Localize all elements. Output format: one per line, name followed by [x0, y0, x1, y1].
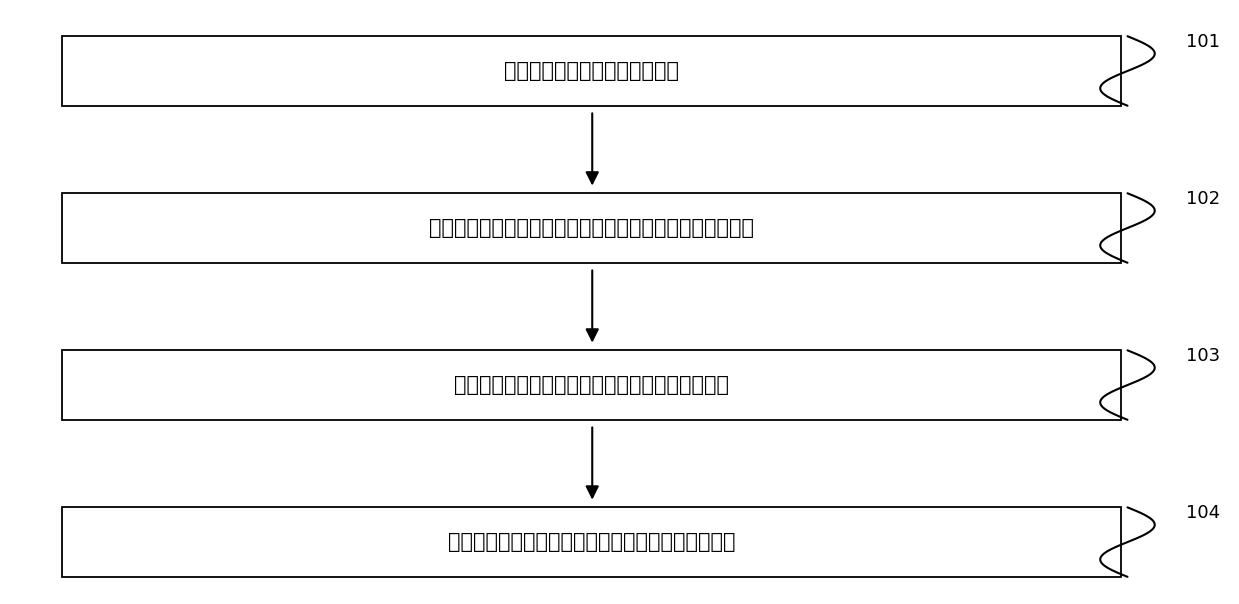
Text: 获取待分析的核磁共振回波数据: 获取待分析的核磁共振回波数据 — [504, 61, 679, 81]
Text: 101: 101 — [1186, 33, 1219, 51]
Text: 102: 102 — [1186, 190, 1220, 208]
Bar — [62, 507, 1121, 577]
Text: 利用所述压缩矩阵对所述核磁共振回波数据进行压缩: 利用所述压缩矩阵对所述核磁共振回波数据进行压缩 — [447, 532, 736, 552]
Text: 103: 103 — [1186, 347, 1220, 365]
Text: 利用所述核磁共振回波数据获取核磁共振回波数据的主成分: 利用所述核磁共振回波数据获取核磁共振回波数据的主成分 — [429, 218, 755, 238]
Text: 104: 104 — [1186, 504, 1220, 522]
Bar — [62, 350, 1121, 420]
Text: 利用所述核磁共振回波数据的主成分构建压缩矩阵: 利用所述核磁共振回波数据的主成分构建压缩矩阵 — [455, 375, 729, 395]
Bar — [62, 36, 1121, 106]
Bar — [62, 193, 1121, 263]
